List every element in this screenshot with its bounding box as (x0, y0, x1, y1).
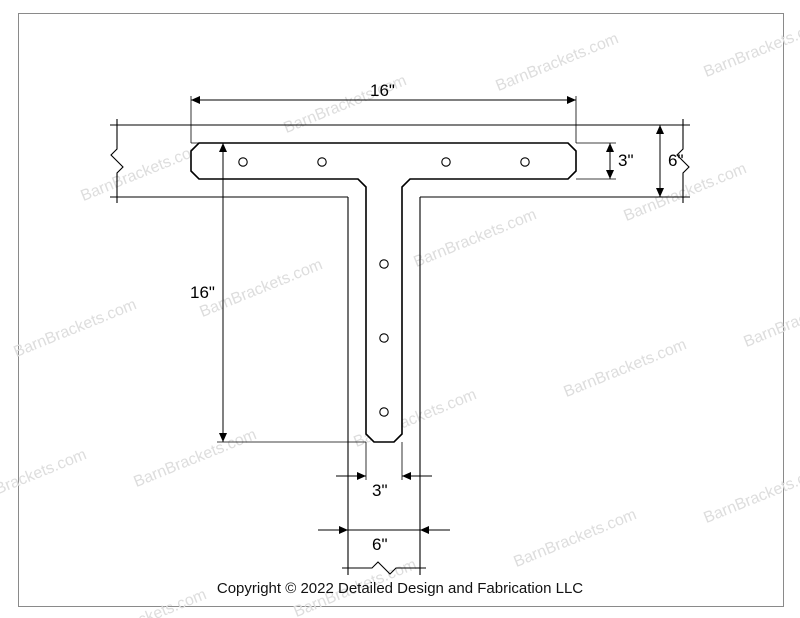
technical-drawing: 16" 6" 3" 16" 3" 6" (0, 0, 800, 618)
dimension-label: 16" (370, 81, 395, 100)
dimension-label: 6" (668, 151, 684, 170)
dimension-label: 6" (372, 535, 388, 554)
copyright-text: Copyright © 2022 Detailed Design and Fab… (0, 580, 800, 597)
dimension-label: 3" (618, 151, 634, 170)
dimension-label: 3" (372, 481, 388, 500)
bracket-group (191, 143, 576, 442)
dimension-label: 16" (190, 283, 215, 302)
t-bracket (191, 143, 576, 442)
